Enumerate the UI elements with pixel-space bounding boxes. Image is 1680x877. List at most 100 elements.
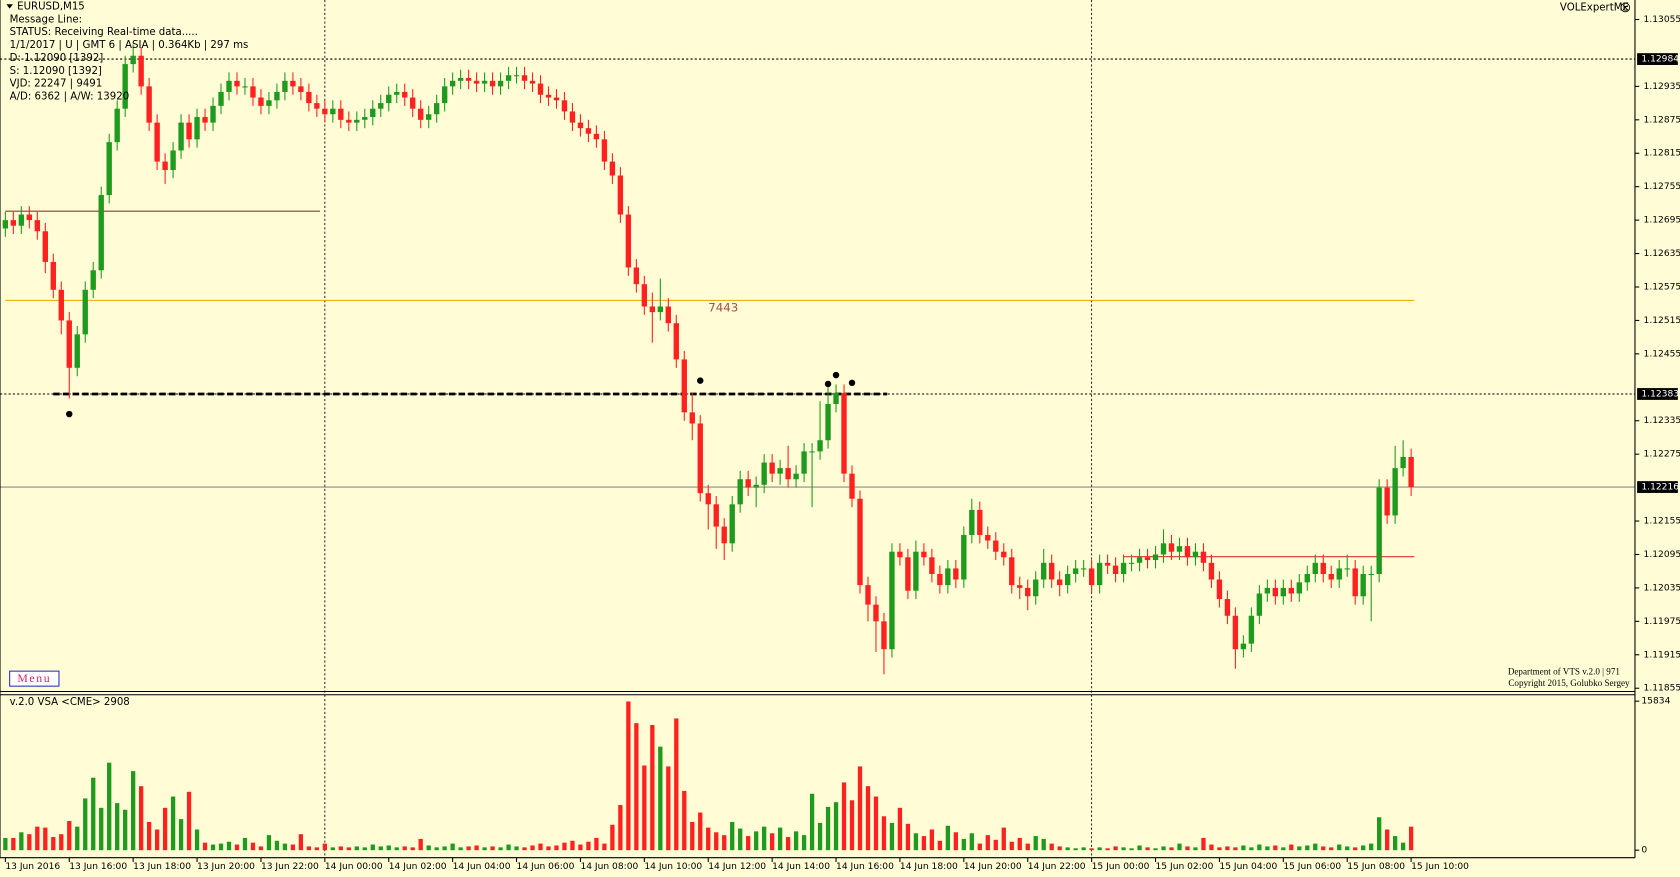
volume-bar: [1305, 845, 1310, 851]
volume-bar: [1217, 847, 1222, 851]
candle-body: [354, 119, 360, 123]
volume-bar: [554, 845, 559, 851]
volume-bar: [218, 843, 224, 851]
candle-body: [745, 479, 751, 488]
volume-bar: [1201, 837, 1206, 851]
volume-bar: [1145, 847, 1150, 851]
volume-bar: [626, 701, 631, 851]
volume-bar: [394, 847, 399, 851]
volume-bar: [1329, 847, 1334, 851]
candle-body: [242, 86, 248, 88]
volume-title: v.2.0 VSA <CME> 2908: [10, 697, 130, 708]
x-tick-label: 14 Jun 10:00: [644, 862, 702, 872]
candle-body: [98, 195, 104, 271]
x-tick-label: 15 Jun 02:00: [1156, 862, 1214, 872]
candle-body: [649, 306, 656, 313]
volume-bar: [450, 843, 455, 851]
volume-bar: [873, 796, 879, 851]
volume-bar: [674, 718, 679, 851]
x-tick-label: 14 Jun 08:00: [580, 862, 638, 872]
volume-bar: [67, 821, 72, 851]
volume-bar: [1081, 847, 1086, 851]
volume-bar: [785, 837, 791, 851]
volume-bar: [1369, 843, 1374, 851]
volume-bar: [131, 771, 136, 851]
candle-body: [1232, 615, 1239, 650]
candle-body: [1280, 587, 1286, 597]
x-tick-label: 13 Jun 18:00: [133, 862, 191, 872]
volume-bar: [458, 847, 463, 851]
menu-button-label[interactable]: Menu: [17, 671, 51, 685]
volume-bar: [202, 842, 208, 851]
candle-body: [18, 214, 25, 226]
candle-body: [1408, 456, 1414, 488]
volume-bar: [746, 836, 751, 851]
candle-body: [34, 220, 40, 232]
candle-body: [290, 80, 296, 87]
candle-body: [689, 412, 695, 424]
fractal-dot: [824, 380, 832, 388]
volume-bar: [642, 765, 647, 851]
x-tick-label: 14 Jun 12:00: [708, 862, 766, 872]
volume-bar: [258, 846, 264, 851]
info-panel: Message Line: STATUS: Receiving Real-time…: [10, 14, 249, 102]
candle-body: [122, 64, 128, 109]
candle-body: [769, 462, 775, 474]
volume-bar: [897, 807, 903, 851]
x-tick-label: 14 Jun 06:00: [517, 862, 575, 872]
menu-button-box[interactable]: [9, 670, 60, 687]
volume-bar: [905, 823, 911, 851]
volume-bar: [1025, 843, 1030, 851]
volume-bar: [162, 807, 168, 851]
menu-button[interactable]: Menu: [9, 670, 60, 687]
candle-body: [162, 161, 168, 170]
candle-body: [266, 100, 272, 106]
volume-bar: [1321, 846, 1326, 851]
candle-body: [985, 534, 991, 541]
expert-icon-mark: [1622, 5, 1628, 10]
volume-bar: [170, 796, 176, 851]
volume-bar: [19, 832, 24, 851]
x-tick-label: 13 Jun 22:00: [261, 862, 319, 872]
price-label-box: [1637, 388, 1678, 400]
candle-body: [1224, 599, 1231, 616]
candle-body: [937, 573, 943, 586]
volume-bar: [578, 844, 583, 851]
axis-layer: 1.13055 1.12935 1.12875 1.12815 1.12755 1.126…: [4, 15, 1680, 872]
candle-body: [186, 122, 192, 140]
volume-bar: [1257, 844, 1262, 851]
volume-bar: [706, 827, 711, 851]
volume-bar: [538, 843, 543, 851]
volume-bar: [1297, 846, 1302, 851]
candle-body: [585, 128, 592, 134]
candle-body: [114, 108, 120, 143]
volume-bar: [945, 825, 950, 851]
candle-body: [66, 320, 72, 368]
volume-bar: [1097, 847, 1102, 851]
volume-bar: [1137, 845, 1142, 851]
candle-body: [625, 214, 632, 268]
candle-body: [1384, 487, 1390, 516]
volume-bar: [274, 840, 280, 851]
candle-body: [641, 284, 648, 307]
candle-body: [1336, 568, 1342, 580]
candle-body: [218, 91, 224, 106]
candle-body: [1049, 562, 1055, 580]
candle-body: [1056, 579, 1063, 586]
x-tick-label: 14 Jun 00:00: [325, 862, 383, 872]
volume-bar: [346, 847, 351, 851]
volume-bar: [921, 836, 927, 851]
candle-body: [1352, 568, 1358, 597]
volume-bar: [418, 838, 423, 851]
candle-body: [322, 108, 328, 115]
volume-bar: [146, 821, 152, 851]
candle-body: [969, 509, 975, 535]
candle-body: [873, 604, 879, 622]
candle-body: [1320, 562, 1326, 574]
annotation: 7443: [708, 301, 738, 315]
fractal-dot: [697, 377, 704, 384]
volume-bar: [426, 845, 431, 851]
candle-body: [593, 133, 600, 140]
candle-body: [226, 80, 232, 92]
